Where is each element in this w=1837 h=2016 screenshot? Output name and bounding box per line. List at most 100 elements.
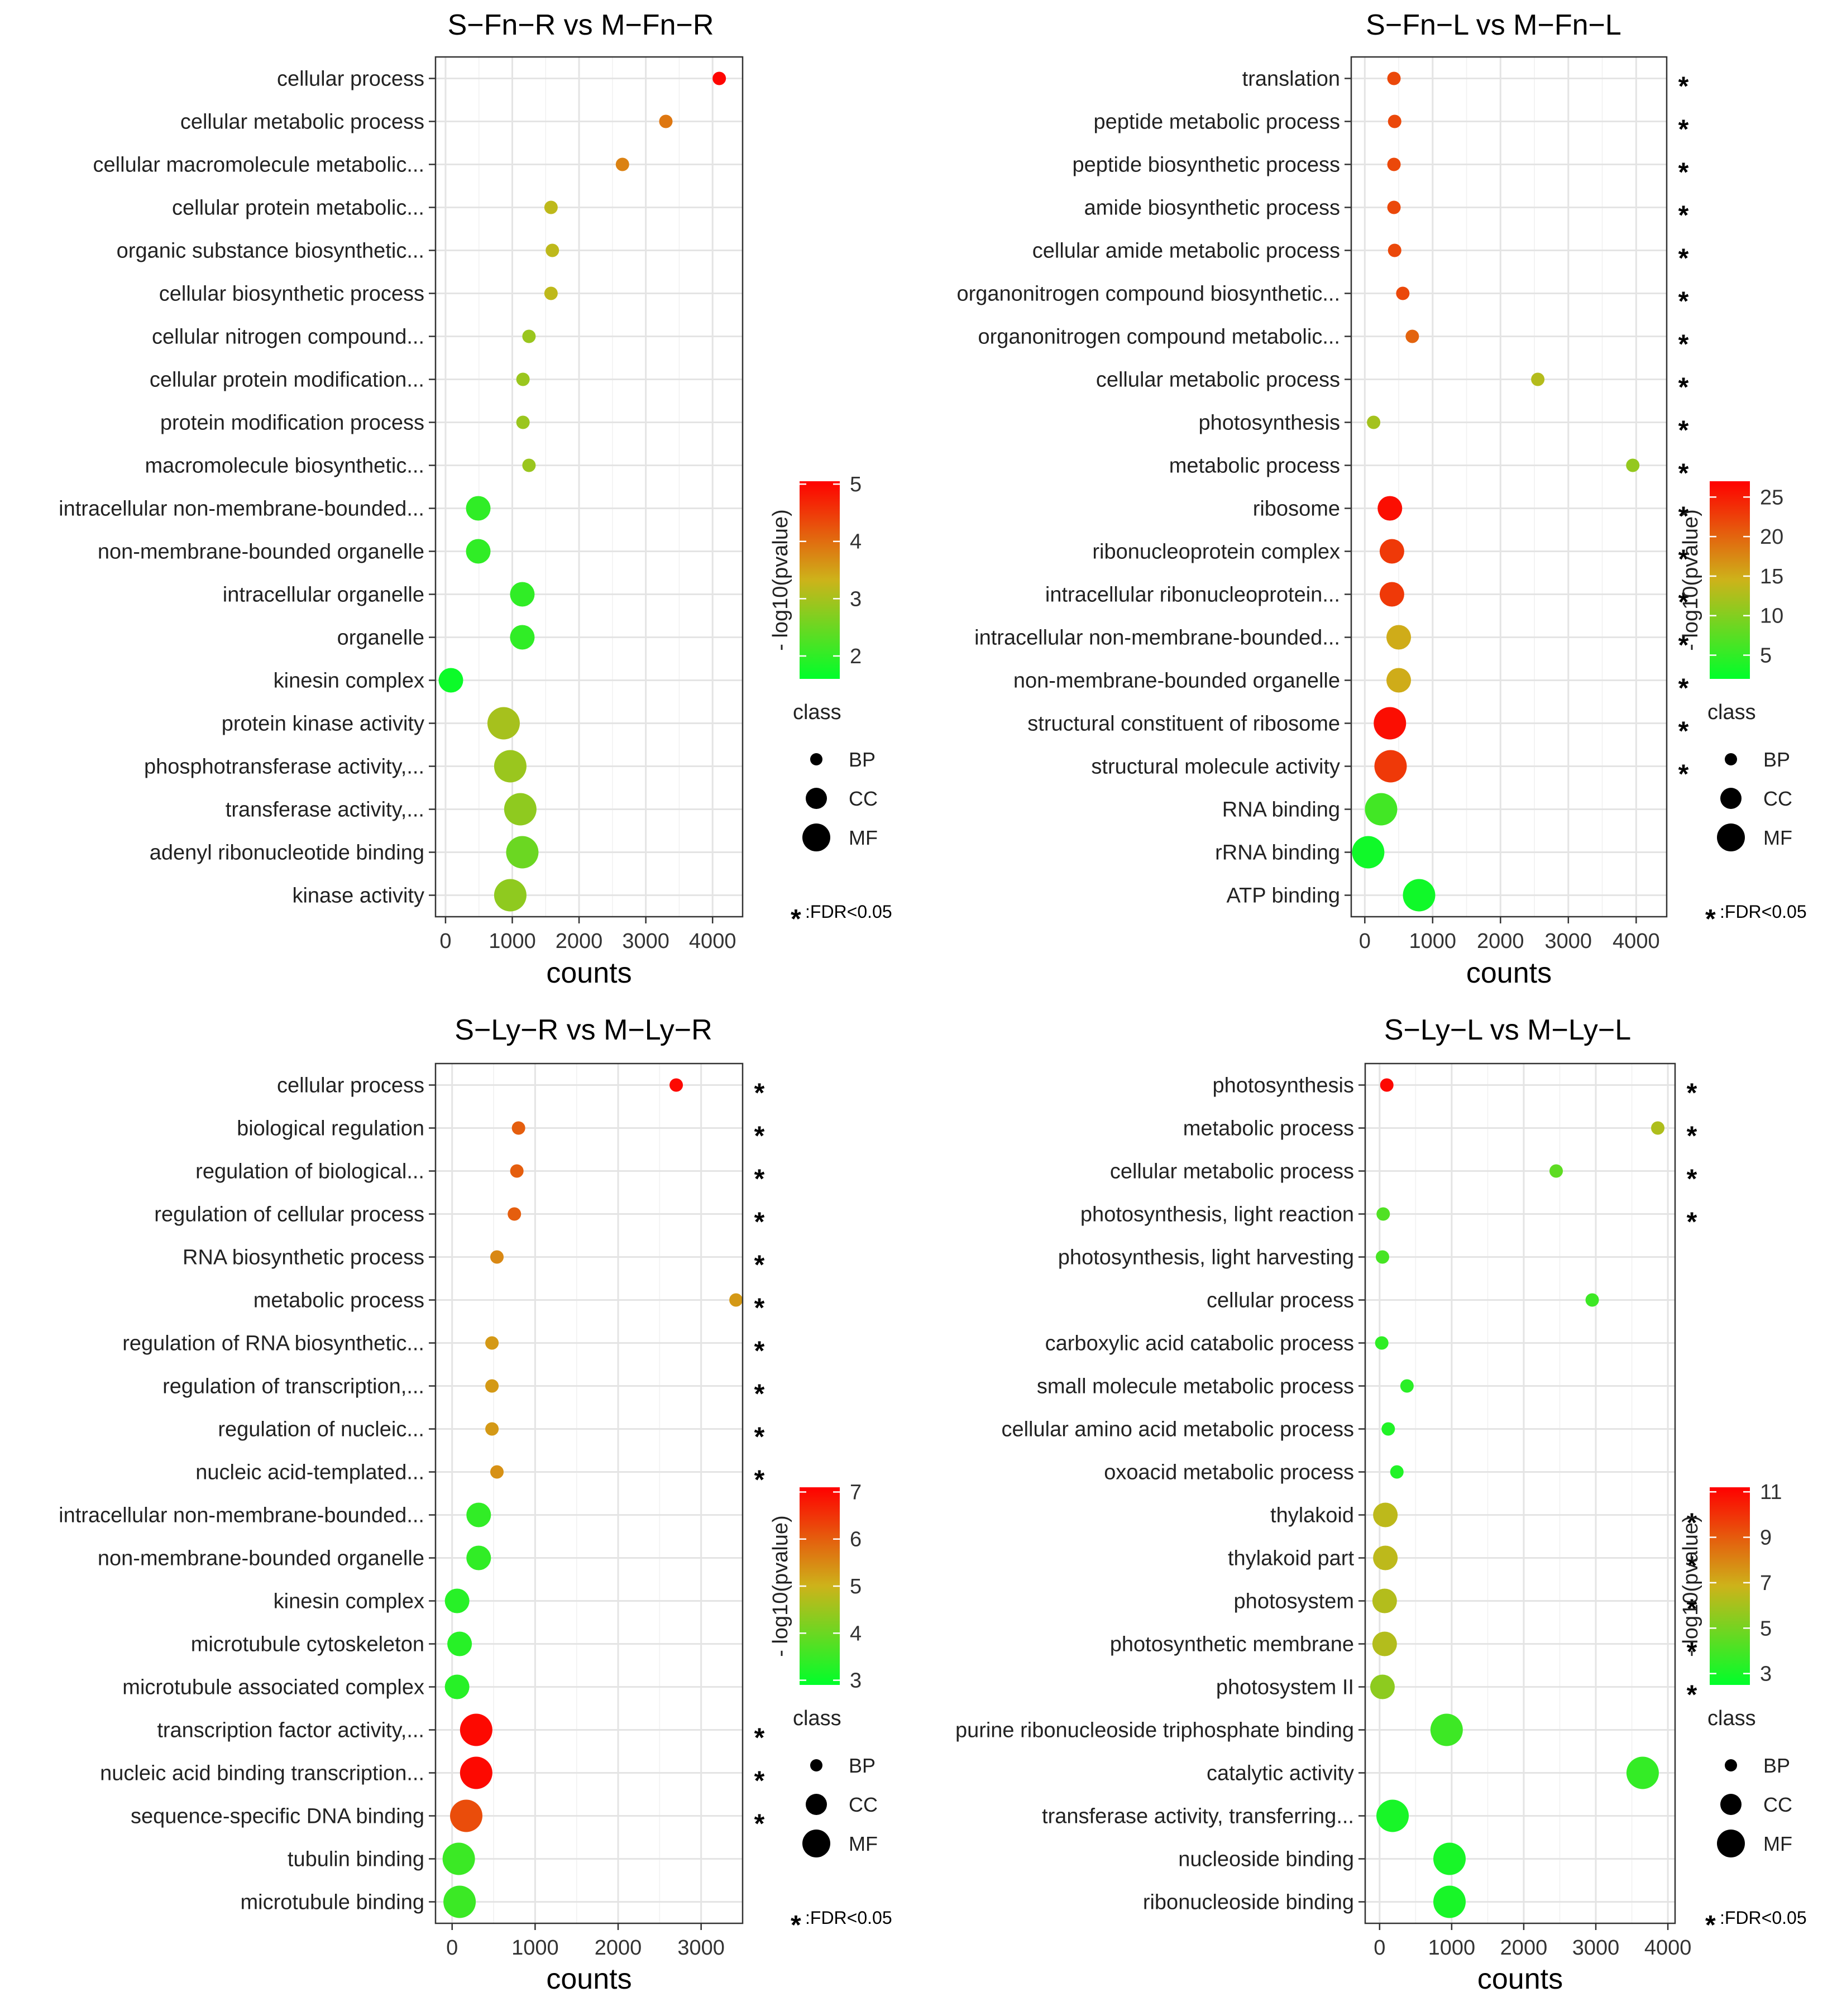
size-legend-key-mf bbox=[802, 1830, 830, 1857]
y-category-label: intracellular non-membrane-bounded... bbox=[59, 497, 424, 521]
fdr-asterisk: * bbox=[754, 1122, 765, 1151]
fdr-asterisk: * bbox=[1687, 1079, 1697, 1108]
plot-frame bbox=[434, 1062, 744, 1924]
data-point-bp bbox=[485, 1336, 499, 1350]
chart-panel-2: S−Fn−L vs M−Fn−L translation peptide metab… bbox=[956, 9, 1806, 989]
data-point-bp bbox=[1400, 1379, 1414, 1393]
fdr-asterisk: * bbox=[1678, 588, 1689, 617]
y-category-label: organonitrogen compound metabolic... bbox=[978, 325, 1340, 349]
x-tick-label: 0 bbox=[1374, 1936, 1385, 1960]
size-legend-key-cc bbox=[806, 788, 827, 809]
y-category-label: kinesin complex bbox=[274, 1590, 424, 1613]
data-point-cc bbox=[447, 1631, 472, 1656]
data-point-bp bbox=[1390, 1465, 1404, 1479]
data-point-bp bbox=[490, 1250, 504, 1264]
data-point-mf bbox=[1352, 836, 1385, 869]
colorbar-title: - log10(pvalue) bbox=[1679, 1515, 1702, 1656]
data-point-mf bbox=[1430, 1713, 1463, 1746]
y-category-label: regulation of nucleic... bbox=[218, 1418, 424, 1442]
fdr-asterisk: * bbox=[1687, 1680, 1697, 1710]
y-category-label: microtubule binding bbox=[240, 1891, 424, 1914]
x-tick-label: 3000 bbox=[1572, 1936, 1620, 1960]
data-point-cc bbox=[466, 1545, 491, 1570]
size-legend-key-cc bbox=[1720, 788, 1742, 809]
y-category-label: protein modification process bbox=[160, 411, 424, 435]
y-category-label: kinase activity bbox=[292, 884, 424, 908]
colorbar bbox=[800, 481, 840, 679]
fdr-asterisk: * bbox=[1678, 760, 1689, 789]
data-point-bp bbox=[544, 200, 558, 214]
x-axis-label: counts bbox=[1466, 957, 1552, 989]
x-axis-label: counts bbox=[1477, 1963, 1563, 1995]
data-point-mf bbox=[506, 836, 539, 869]
colorbar-tick-label: 3 bbox=[850, 1669, 862, 1693]
data-point-cc bbox=[466, 539, 491, 564]
data-point-cc bbox=[1379, 582, 1404, 607]
data-point-cc bbox=[466, 1502, 491, 1527]
y-category-label: cellular biosynthetic process bbox=[159, 282, 424, 306]
fdr-asterisk: * bbox=[754, 1380, 765, 1409]
data-point-bp bbox=[1388, 243, 1401, 257]
fdr-asterisk: * bbox=[754, 1466, 765, 1495]
fdr-asterisk: * bbox=[754, 1423, 765, 1452]
data-point-bp bbox=[516, 415, 530, 429]
data-point-cc bbox=[1372, 1631, 1397, 1656]
colorbar-tick-label: 5 bbox=[850, 1575, 862, 1598]
y-category-label: RNA biosynthetic process bbox=[183, 1246, 424, 1270]
data-point-bp bbox=[485, 1379, 499, 1393]
fdr-asterisk: * bbox=[1687, 1551, 1697, 1581]
data-point-cc bbox=[466, 496, 491, 521]
colorbar-tick-label: 3 bbox=[1760, 1663, 1772, 1686]
y-category-label: photosynthesis, light reaction bbox=[1080, 1203, 1354, 1227]
x-axis-label: counts bbox=[546, 957, 632, 989]
data-point-bp bbox=[1381, 1422, 1395, 1436]
x-tick-label: 1000 bbox=[489, 930, 536, 953]
y-category-label: amide biosynthetic process bbox=[1084, 197, 1340, 220]
x-tick-label: 3000 bbox=[622, 930, 669, 953]
y-category-label: ribonucleoprotein complex bbox=[1092, 540, 1340, 564]
fdr-note-asterisk: * bbox=[1705, 1910, 1716, 1940]
colorbar-tick-label: 6 bbox=[850, 1528, 862, 1551]
y-category-label: cellular metabolic process bbox=[180, 111, 424, 134]
y-category-label: cellular protein metabolic... bbox=[172, 197, 424, 220]
fdr-asterisk: * bbox=[754, 1337, 765, 1366]
data-point-bp bbox=[1375, 1336, 1389, 1350]
data-point-mf bbox=[494, 750, 527, 783]
data-point-bp bbox=[615, 157, 629, 171]
y-category-label: transferase activity,... bbox=[226, 798, 424, 822]
y-category-label: small molecule metabolic process bbox=[1037, 1375, 1354, 1399]
data-point-mf bbox=[1365, 793, 1398, 826]
data-point-bp bbox=[522, 458, 536, 472]
data-point-mf bbox=[442, 1842, 475, 1875]
fdr-asterisk: * bbox=[1678, 502, 1689, 531]
chart-title: S−Fn−L vs M−Fn−L bbox=[1366, 9, 1621, 41]
size-legend-label: MF bbox=[1763, 826, 1792, 849]
colorbar bbox=[1710, 1487, 1750, 1685]
data-point-cc bbox=[1377, 496, 1403, 521]
data-point-bp bbox=[1396, 286, 1410, 300]
x-tick-label: 0 bbox=[439, 930, 451, 953]
data-point-bp bbox=[1585, 1293, 1599, 1307]
data-point-bp bbox=[1531, 372, 1545, 386]
y-category-label: thylakoid part bbox=[1228, 1547, 1354, 1570]
colorbar-tick-label: 3 bbox=[850, 587, 862, 611]
colorbar-tick-label: 20 bbox=[1760, 525, 1783, 549]
data-point-mf bbox=[1374, 750, 1407, 783]
x-tick-label: 1000 bbox=[1409, 930, 1457, 953]
colorbar-tick-label: 10 bbox=[1760, 605, 1783, 628]
y-category-label: RNA binding bbox=[1222, 798, 1340, 822]
y-category-label: cellular metabolic process bbox=[1096, 368, 1340, 392]
fdr-note: :FDR<0.05 bbox=[1720, 1908, 1807, 1928]
fdr-asterisk: * bbox=[1678, 416, 1689, 446]
data-point-bp bbox=[485, 1422, 499, 1436]
colorbar-tick-label: 4 bbox=[850, 1622, 862, 1645]
data-point-bp bbox=[1387, 71, 1401, 85]
data-point-cc bbox=[438, 668, 463, 693]
fdr-asterisk: * bbox=[1678, 545, 1689, 574]
size-legend-title: class bbox=[793, 1707, 841, 1730]
data-point-bp bbox=[490, 1465, 504, 1479]
x-tick-label: 1000 bbox=[511, 1936, 559, 1960]
data-point-bp bbox=[659, 114, 673, 128]
size-legend-key-bp bbox=[810, 753, 822, 765]
